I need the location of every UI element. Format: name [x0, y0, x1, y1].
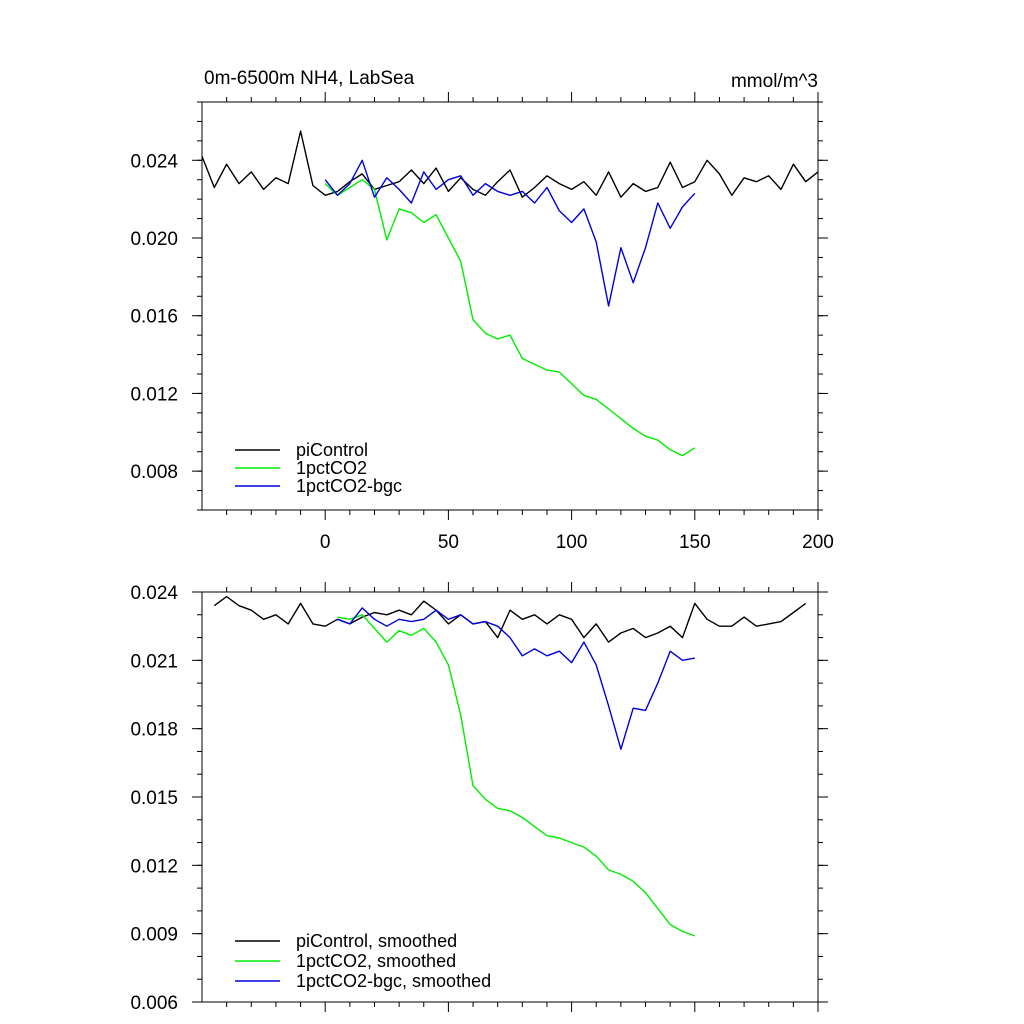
bottom-axis-ticks: 0.006 0.009 0.012 0.015 0.018 0.021 0.024	[130, 582, 828, 1014]
y-tick-label: 0.015	[130, 788, 178, 809]
x-tick-label: 150	[679, 532, 711, 553]
y-tick-label: 0.006	[130, 993, 178, 1014]
x-tick-label: 100	[556, 532, 588, 553]
legend-label: piControl	[296, 440, 368, 460]
series-line-1	[324, 178, 696, 457]
y-tick-label: 0.024	[130, 583, 178, 604]
series-line-1	[337, 614, 696, 937]
series-line-2	[337, 607, 695, 750]
x-tick-label: 200	[802, 532, 834, 553]
series-line-0	[201, 130, 819, 198]
y-tick-label: 0.020	[130, 229, 178, 250]
x-tick-label: 0	[320, 532, 331, 553]
legend-label: 1pctCO2, smoothed	[296, 951, 456, 971]
y-tick-label: 0.016	[130, 307, 178, 328]
legend-label: 1pctCO2-bgc, smoothed	[296, 971, 491, 991]
y-tick-label: 0.018	[130, 720, 178, 741]
bottom-plot-frame	[201, 591, 819, 1003]
top-plot-frame	[201, 101, 819, 511]
top-chart-title: 0m-6500m NH4, LabSea	[204, 68, 415, 89]
top-axis-ticks: 0 50 100 150 200 0.008 0.012 0.016 0.020 0.024	[130, 92, 834, 553]
y-tick-label: 0.012	[130, 384, 178, 405]
top-panel: 0m-6500m NH4, LabSea mmol/m^3 0 50 100 150 2…	[130, 68, 833, 553]
y-tick-label: 0.008	[130, 462, 178, 483]
legend-label: 1pctCO2-bgc	[296, 476, 402, 496]
legend-label: piControl, smoothed	[296, 931, 457, 951]
series-line-0	[213, 595, 807, 643]
bottom-panel: 0.006 0.009 0.012 0.015 0.018 0.021 0.024 piCo…	[130, 582, 828, 1014]
y-tick-label: 0.021	[130, 651, 178, 672]
top-units-label: mmol/m^3	[731, 71, 818, 92]
y-tick-label: 0.012	[130, 856, 178, 877]
x-tick-label: 50	[438, 532, 459, 553]
y-tick-label: 0.009	[130, 925, 178, 946]
top-series-group	[201, 130, 819, 457]
bottom-series-group	[213, 595, 807, 937]
y-tick-label: 0.024	[130, 151, 178, 172]
legend-label: 1pctCO2	[296, 458, 367, 478]
series-line-2	[324, 159, 696, 307]
